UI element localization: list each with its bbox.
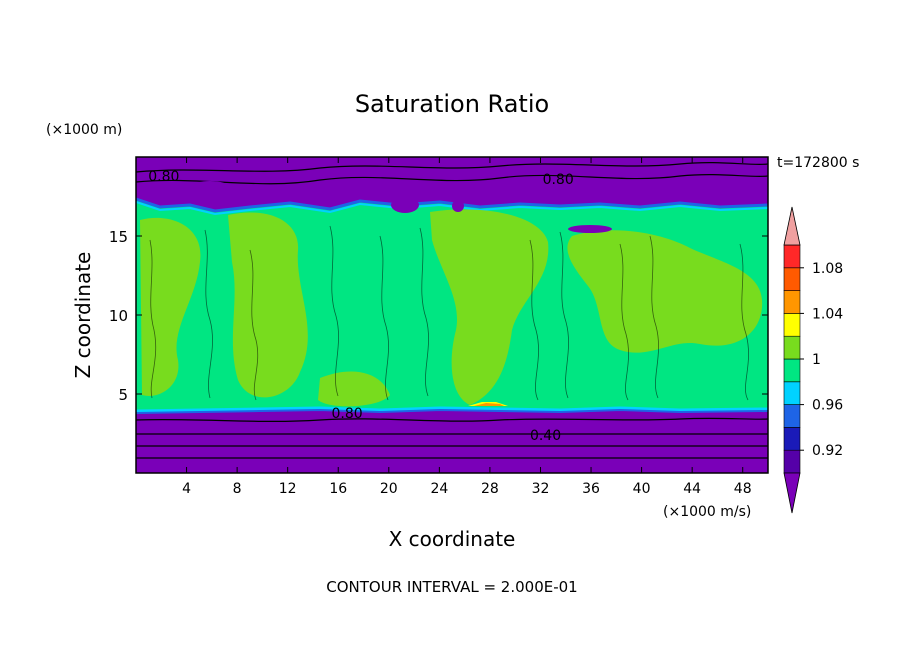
dry-pocket-4 bbox=[192, 181, 228, 191]
colorbar-under-arrow bbox=[783, 472, 801, 514]
colorbar-tick-label: 1.04 bbox=[812, 306, 843, 322]
cloud-texture-line-4 bbox=[329, 225, 339, 397]
cloud-texture-line-8 bbox=[559, 231, 569, 399]
contour-label: 0.40 bbox=[530, 428, 561, 444]
chart-title: Saturation Ratio bbox=[355, 90, 549, 118]
dry-pocket-2 bbox=[452, 200, 464, 212]
x-tick-label: 16 bbox=[329, 481, 347, 497]
colorbar-tick-label: 0.92 bbox=[812, 443, 843, 459]
colorbar-swatch bbox=[783, 335, 801, 360]
y-axis-label: Z coordinate bbox=[71, 252, 95, 379]
colorbar-tick-label: 0.96 bbox=[812, 398, 843, 414]
y-tick-label: 10 bbox=[109, 307, 128, 325]
moist-patches bbox=[140, 209, 763, 407]
x-tick-label: 24 bbox=[430, 481, 448, 497]
dry-pockets bbox=[192, 181, 612, 233]
cloud-base-cyan-edge bbox=[136, 406, 768, 413]
cloud-texture-line-9 bbox=[619, 243, 629, 401]
colorbar-swatch bbox=[783, 358, 801, 383]
colorbar-swatch bbox=[783, 244, 801, 269]
cloud-texture-line-11 bbox=[739, 243, 749, 401]
x-tick-label: 20 bbox=[380, 481, 398, 497]
cloud-texture-line-5 bbox=[379, 235, 389, 401]
moist-patch-central bbox=[430, 209, 549, 405]
colorbar-swatch bbox=[783, 404, 801, 428]
upper-layer-cyan-fringe bbox=[136, 201, 768, 216]
moist-patch-east bbox=[567, 230, 763, 353]
colorbar-swatch bbox=[783, 381, 801, 405]
x-tick-label: 40 bbox=[633, 481, 651, 497]
upper-layer-blue-fringe bbox=[136, 197, 768, 213]
plot-area bbox=[136, 157, 768, 473]
colorbar-swatch bbox=[783, 267, 801, 291]
x-tick-label: 28 bbox=[481, 481, 499, 497]
cloud-texture-line-10 bbox=[649, 235, 659, 399]
y-axis-ticks: 5 10 15 bbox=[109, 228, 768, 404]
moist-patch-central-west bbox=[228, 212, 308, 398]
x-tick-label: 8 bbox=[233, 481, 242, 497]
colorbar-swatch bbox=[783, 449, 801, 474]
x-tick-label: 44 bbox=[683, 481, 701, 497]
contour-label: 0.80 bbox=[148, 169, 179, 185]
moist-patch-south bbox=[318, 371, 390, 407]
cloud-texture-line-7 bbox=[529, 239, 539, 401]
dry-pocket-1 bbox=[391, 197, 419, 213]
y-unit-label: (×1000 m) bbox=[46, 122, 122, 138]
cloud-texture-line-3 bbox=[249, 249, 259, 401]
dry-pocket-3 bbox=[568, 225, 612, 233]
contour-interval-footer: CONTOUR INTERVAL = 2.000E-01 bbox=[326, 578, 577, 596]
y-tick-label: 15 bbox=[109, 228, 128, 246]
x-tick-label: 32 bbox=[532, 481, 550, 497]
x-tick-label: 36 bbox=[582, 481, 600, 497]
contour-line-upper-1 bbox=[136, 174, 768, 185]
contour-label: 0.80 bbox=[332, 406, 363, 422]
cloud-texture bbox=[149, 225, 749, 401]
y-tick-label: 5 bbox=[118, 386, 128, 404]
time-label: t=172800 s bbox=[777, 155, 859, 171]
x-tick-label: 4 bbox=[182, 481, 191, 497]
cloud-texture-line-6 bbox=[419, 227, 429, 397]
colorbar-tick-label: 1.08 bbox=[812, 261, 843, 277]
moist-patch-west bbox=[140, 217, 201, 396]
colorbar-swatch bbox=[783, 313, 801, 337]
cloud-texture-line-2 bbox=[204, 229, 213, 399]
x-tick-label: 12 bbox=[279, 481, 297, 497]
contour-labels: 0.80 0.80 0.80 0.40 bbox=[148, 169, 574, 444]
colorbar-tick-label: 1 bbox=[812, 352, 821, 368]
colorbar-swatch bbox=[783, 290, 801, 314]
x-unit-label: (×1000 m/s) bbox=[663, 504, 751, 520]
contour-line-upper-2 bbox=[136, 162, 768, 173]
contour-line-lower-1 bbox=[136, 417, 768, 422]
contour-lines bbox=[136, 162, 768, 459]
contour-label: 0.80 bbox=[543, 172, 574, 188]
cloud-texture-line-1 bbox=[149, 239, 157, 399]
cloud-base-blue-edge bbox=[136, 408, 768, 414]
x-axis-label: X coordinate bbox=[389, 527, 516, 551]
colorbar-swatch bbox=[783, 427, 801, 451]
colorbar-over-arrow bbox=[783, 206, 801, 246]
x-axis-ticks: 4 8 12 16 20 24 28 32 36 40 44 48 bbox=[182, 157, 752, 497]
colorbar: 1.08 1.04 1 0.96 0.92 bbox=[783, 206, 843, 514]
supersaturated-core bbox=[474, 403, 504, 406]
x-tick-label: 48 bbox=[734, 481, 752, 497]
